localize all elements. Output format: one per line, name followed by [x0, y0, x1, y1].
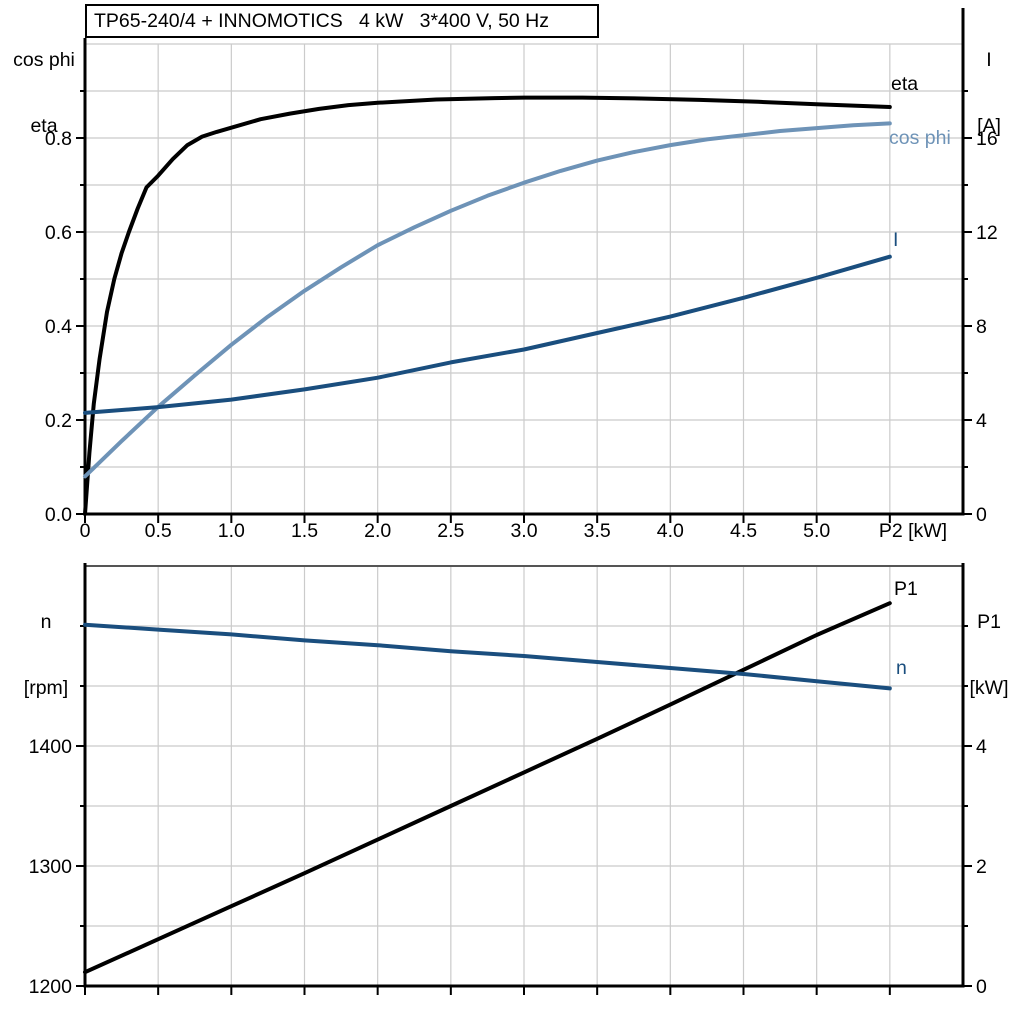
left-tick-label: 1400: [29, 736, 73, 758]
x-tick-label: 3.0: [510, 520, 537, 542]
cos-phi-curve: [83, 121, 892, 479]
x-tick-label: 1.5: [291, 520, 318, 542]
current-curve: [83, 254, 892, 415]
left-axis-title-line2: eta: [30, 115, 58, 137]
speed-axis-title-line2: [rpm]: [23, 677, 69, 699]
right-tick-label: 2: [976, 856, 987, 878]
x-axis-unit-label: P2 [kW]: [879, 520, 947, 542]
x-tick-label: 2.0: [364, 520, 391, 542]
left-tick-label: 0.0: [45, 504, 72, 526]
efficiency-curve: [83, 95, 892, 516]
power-axis-title-line2: [kW]: [969, 677, 1009, 699]
bottom-chart-right-axis-title: P1 [kW]: [956, 567, 1022, 721]
input-power-curve: [83, 601, 892, 975]
left-tick-label: 0.2: [45, 410, 72, 432]
right-axis-title-line2: [A]: [977, 115, 1001, 137]
curve-label-cos-phi: cos phi: [889, 127, 951, 149]
x-tick-label: 0: [80, 520, 91, 542]
left-tick-label: 1200: [29, 976, 73, 998]
chart-title: TP65-240/4 + INNOMOTICS 4 kW 3*400 V, 50…: [94, 9, 550, 32]
bottom-chart-left-axis-title: n [rpm]: [10, 567, 82, 721]
x-tick-label: 4.5: [730, 520, 757, 542]
right-tick-label: 4: [976, 410, 987, 432]
left-tick-label: 1300: [29, 856, 73, 878]
curve-label-current: I: [893, 229, 899, 251]
right-tick-label: 12: [976, 222, 998, 244]
speed-axis-title-line1: n: [40, 611, 52, 633]
right-tick-label: 4: [976, 736, 987, 758]
left-tick-label: 0.4: [45, 316, 72, 338]
speed-curve: [83, 622, 892, 691]
chart-title-box: TP65-240/4 + INNOMOTICS 4 kW 3*400 V, 50…: [85, 4, 599, 38]
power-axis-title-line1: P1: [977, 611, 1001, 633]
curve-label-eta: eta: [891, 73, 919, 95]
right-tick-label: 8: [976, 316, 987, 338]
left-tick-label: 0.6: [45, 222, 72, 244]
right-tick-label: 0: [976, 976, 987, 998]
left-axis-title-line1: cos phi: [13, 49, 75, 71]
x-tick-label: 3.5: [584, 520, 611, 542]
left-tick-label: 0.8: [45, 128, 72, 150]
x-tick-label: 4.0: [657, 520, 684, 542]
curve-label-p1: P1: [894, 578, 918, 600]
curve-label-n: n: [896, 657, 907, 679]
top-chart-right-axis-title: I [A]: [958, 5, 1020, 159]
right-tick-label: 16: [976, 128, 998, 150]
top-chart-left-axis-title: cos phi eta: [8, 5, 80, 159]
right-axis-title-line1: I: [986, 49, 992, 71]
x-tick-label: 2.5: [437, 520, 464, 542]
x-tick-label: 5.0: [803, 520, 830, 542]
x-tick-label: 0.5: [145, 520, 172, 542]
x-tick-label: 1.0: [218, 520, 245, 542]
right-tick-label: 0: [976, 504, 987, 526]
